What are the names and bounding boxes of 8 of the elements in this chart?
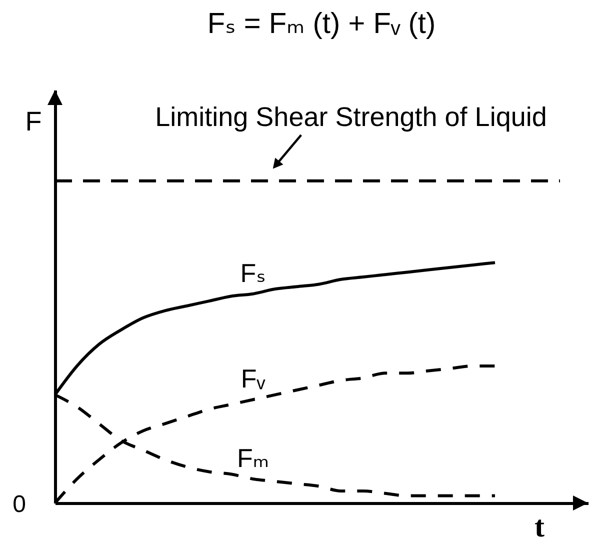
x-axis-title: t — [534, 510, 544, 539]
y-axis-title: F — [25, 106, 42, 136]
series-label: Fᵥ — [240, 364, 266, 394]
chart-title: Fₛ = Fₘ (t) + Fᵥ (t) — [207, 8, 436, 40]
series-label: Fₘ — [236, 442, 270, 473]
text: 0 — [12, 491, 26, 518]
ref-line-label: Limiting Shear Strength of Liquid — [155, 102, 547, 132]
series-label: Fₛ — [240, 258, 266, 288]
